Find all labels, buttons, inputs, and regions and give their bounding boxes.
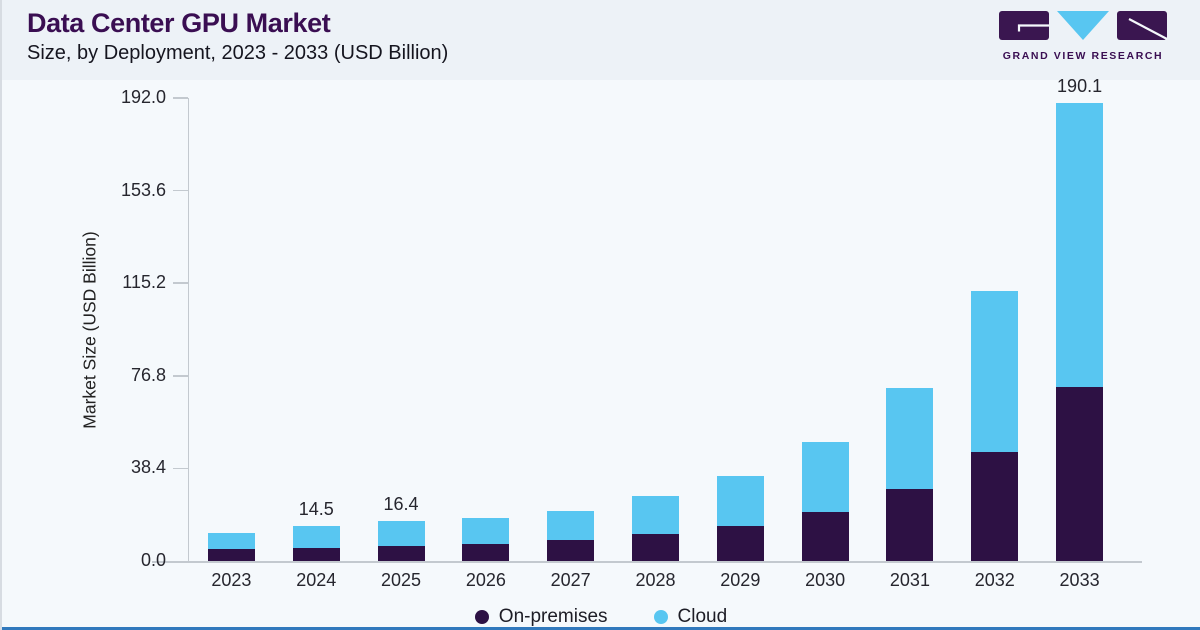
- bar-segment-cloud: [292, 526, 340, 548]
- y-tick-label: 76.8: [130, 364, 166, 385]
- bar-segment-on-premises: [886, 489, 934, 561]
- bar-segment-cloud: [801, 442, 849, 513]
- legend-label-cloud: Cloud: [677, 606, 728, 627]
- bar-segment-cloud: [547, 510, 595, 540]
- y-tick-label: 0.0: [140, 550, 166, 570]
- cloud-dot-icon: [653, 610, 668, 624]
- x-axis-label: 2033: [1059, 570, 1100, 590]
- bar-group: [462, 518, 510, 561]
- bar-segment-cloud: [462, 518, 510, 544]
- x-axis-label: 2031: [889, 570, 930, 590]
- bar-segment-on-premises: [971, 452, 1019, 561]
- y-tick-label: 153.6: [120, 179, 166, 200]
- y-tick-label: 38.4: [130, 457, 166, 478]
- bar-group: [971, 291, 1019, 561]
- x-axis-label: 2029: [720, 570, 761, 590]
- page-subtitle: Size, by Deployment, 2023 - 2033 (USD Bi…: [27, 42, 449, 65]
- bar-segment-on-premises: [207, 548, 255, 561]
- x-axis-label: 2032: [974, 570, 1015, 590]
- bar-value-label: 190.1: [1057, 75, 1103, 96]
- chart-header: Data Center GPU Market Size, by Deployme…: [27, 8, 448, 65]
- bar-value-label: 16.4: [383, 494, 419, 515]
- x-axis-label: 2030: [805, 570, 846, 590]
- bar-segment-cloud: [377, 521, 425, 547]
- bar-segment-on-premises: [292, 547, 340, 561]
- y-tick-label: 192.0: [120, 87, 166, 107]
- bar-value-label: 14.5: [298, 499, 334, 520]
- y-axis-title: Market Size (USD Billion): [79, 231, 100, 429]
- bar-group: [547, 510, 595, 561]
- gvr-logo-icon: [999, 11, 1168, 40]
- bar-group: [801, 442, 849, 561]
- bar-segment-cloud: [886, 387, 934, 490]
- y-tick-mark: [173, 97, 188, 99]
- y-tick-mark: [173, 375, 188, 377]
- bar-segment-cloud: [971, 291, 1019, 452]
- bar-segment-cloud: [716, 476, 764, 526]
- x-axis-label: 2025: [381, 570, 422, 590]
- legend-item-on-premises: On-premises: [474, 606, 608, 628]
- x-axis-label: 2024: [296, 570, 337, 590]
- bar-group: [886, 387, 934, 561]
- y-tick-mark: [173, 467, 188, 470]
- x-axis-label: 2023: [211, 570, 252, 590]
- bar-segment-on-premises: [716, 525, 764, 561]
- bar-segment-on-premises: [377, 546, 425, 561]
- bar-segment-on-premises: [632, 534, 679, 561]
- bar-segment-cloud: [1056, 102, 1104, 388]
- bar-segment-on-premises: [801, 512, 849, 561]
- bar-segment-cloud: [207, 532, 255, 549]
- bar-group: [632, 496, 679, 561]
- x-axis-label: 2027: [550, 570, 591, 590]
- bar-segment-on-premises: [462, 543, 510, 561]
- y-axis-line: [187, 98, 189, 563]
- on-premises-dot-icon: [474, 610, 489, 624]
- y-tick-label: 115.2: [122, 272, 166, 293]
- grand-view-research-logo: GRAND VIEW RESEARCH: [999, 10, 1168, 62]
- legend-item-cloud: Cloud: [653, 606, 728, 628]
- chart-legend: On-premises Cloud: [2, 606, 1200, 628]
- bar-group: [377, 521, 425, 561]
- bar-segment-on-premises: [547, 539, 595, 561]
- page-title: Data Center GPU Market: [27, 8, 331, 38]
- x-axis-label: 2026: [465, 570, 506, 590]
- x-axis-label: 2028: [635, 570, 676, 590]
- bar-group: [716, 476, 764, 561]
- bar-segment-on-premises: [1056, 387, 1104, 561]
- x-axis-line: [152, 561, 1142, 563]
- bar-group: [207, 532, 255, 561]
- bar-group: [292, 526, 340, 561]
- bar-segment-cloud: [632, 496, 679, 535]
- bottom-accent-bar: [2, 627, 1200, 630]
- y-tick-mark: [173, 189, 188, 192]
- bar-group: [1056, 102, 1104, 561]
- logo-wordmark: GRAND VIEW RESEARCH: [1002, 50, 1164, 62]
- legend-label-on-premises: On-premises: [498, 606, 608, 627]
- y-tick-mark: [173, 282, 188, 284]
